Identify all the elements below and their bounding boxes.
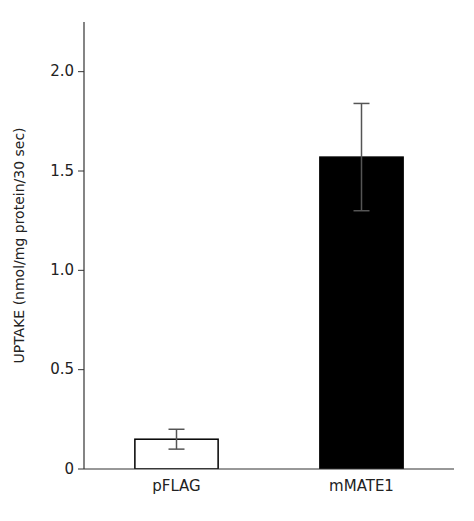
- error-line: [361, 103, 363, 210]
- error-cap: [354, 103, 370, 105]
- y-tick-label: 0.5: [50, 360, 74, 378]
- chart-container: 0 0.5 1.0 1.5 2.0 UPTAKE (nmol/mg protein/30 …: [0, 0, 474, 521]
- y-axis: 0 0.5 1.0 1.5 2.0: [50, 22, 84, 478]
- x-axis: pFLAG mMATE1: [84, 469, 454, 495]
- error-cap: [169, 429, 185, 431]
- y-tick-label: 1.5: [50, 162, 74, 180]
- x-tick-label: pFLAG: [152, 477, 200, 495]
- y-tick: [78, 71, 84, 72]
- y-tick: [78, 469, 84, 470]
- y-axis-line: [83, 22, 84, 469]
- error-cap: [354, 210, 370, 212]
- error-line: [176, 429, 178, 449]
- y-tick: [78, 369, 84, 370]
- y-tick-label: 2.0: [50, 62, 74, 80]
- error-bar: [354, 103, 370, 210]
- chart: 0 0.5 1.0 1.5 2.0 UPTAKE (nmol/mg protein/30 …: [0, 0, 474, 521]
- x-tick-label: mMATE1: [329, 477, 394, 495]
- y-tick: [78, 270, 84, 271]
- y-tick-label: 1.0: [50, 261, 74, 279]
- y-axis-label: UPTAKE (nmol/mg protein/30 sec): [11, 127, 27, 363]
- x-axis-line: [84, 468, 454, 469]
- error-cap: [169, 448, 185, 450]
- y-tick-label: 0: [64, 460, 74, 478]
- bars: [135, 103, 403, 469]
- y-tick: [78, 171, 84, 172]
- error-bar: [169, 429, 185, 449]
